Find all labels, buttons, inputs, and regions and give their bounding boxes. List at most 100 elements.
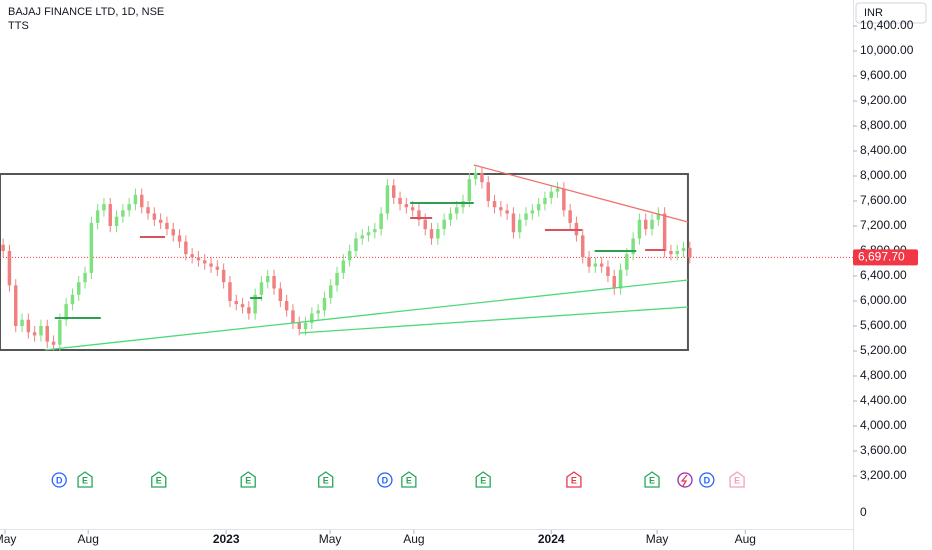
candle-body	[669, 251, 673, 255]
candle-body	[203, 260, 207, 264]
candle-body	[39, 326, 43, 336]
candle-body	[385, 185, 390, 214]
candle-body	[492, 201, 497, 208]
currency-box[interactable]	[855, 2, 927, 24]
trendline	[44, 279, 689, 351]
candle-body	[228, 282, 232, 301]
y-tick-label: 9,600.00	[860, 68, 907, 82]
candle-body	[354, 238, 358, 251]
candle-body	[347, 251, 352, 261]
candle-body	[102, 204, 106, 211]
candle-body	[303, 322, 308, 330]
event-badge[interactable]: D	[51, 472, 67, 488]
candle-body	[524, 213, 528, 220]
candle-body	[291, 310, 295, 323]
event-badge[interactable]: E	[240, 471, 256, 488]
event-badge-label: E	[406, 475, 412, 485]
candle-body	[77, 282, 81, 295]
event-badge-label: E	[480, 475, 486, 485]
event-badge[interactable]: E	[729, 471, 745, 488]
candle-body	[70, 294, 75, 305]
candle-body	[480, 172, 484, 183]
candle-body	[455, 207, 459, 214]
candle-body	[165, 222, 169, 230]
event-badge[interactable]: D	[377, 472, 393, 488]
candle-body	[7, 251, 12, 286]
event-badge-shape	[729, 471, 745, 488]
x-tick-label: Aug	[403, 532, 424, 546]
candle-body	[373, 229, 377, 233]
candle-body	[543, 197, 547, 205]
event-badge-shape	[240, 471, 256, 488]
y-tick-label: 8,800.00	[860, 118, 907, 132]
event-badge[interactable]: E	[318, 471, 334, 488]
candle-body	[171, 229, 175, 236]
y-tick-label: 8,400.00	[860, 143, 907, 157]
candle-body	[284, 301, 289, 311]
candle-body	[467, 179, 472, 201]
y-tick-label: 10,000.00	[860, 43, 914, 57]
trendline	[473, 164, 689, 223]
candle-body	[266, 276, 270, 283]
event-badge-shape	[51, 472, 67, 488]
event-badge-shape	[318, 471, 334, 488]
candle-body	[448, 213, 453, 220]
candle-body	[152, 213, 157, 220]
y-tick-label: 7,600.00	[860, 193, 907, 207]
candle-body	[234, 301, 238, 305]
event-badge[interactable]: D	[699, 472, 715, 488]
candle-body	[681, 247, 686, 251]
event-badge-label: E	[649, 475, 655, 485]
scale-zero-label: 0	[860, 505, 867, 519]
candle-body	[599, 263, 604, 267]
event-badge-label: E	[571, 475, 577, 485]
candle-body	[398, 197, 402, 205]
candle-body	[650, 219, 654, 230]
candle-body	[429, 229, 434, 239]
candle-body	[612, 276, 616, 289]
y-tick-label: 4,400.00	[860, 393, 907, 407]
event-badge-shape	[644, 471, 660, 488]
y-tick-label: 3,200.00	[860, 468, 907, 482]
candle-body	[114, 216, 119, 226]
candle-body	[221, 269, 226, 283]
x-tick-label: Aug	[78, 532, 99, 546]
event-badge-label: E	[734, 475, 740, 485]
event-badge[interactable]: E	[151, 471, 167, 488]
candle-body	[568, 210, 572, 223]
event-badge-shape	[475, 471, 491, 488]
candle-body	[146, 207, 150, 214]
event-badge[interactable]: E	[475, 471, 491, 488]
event-badge[interactable]: E	[566, 471, 582, 488]
candle-body	[511, 213, 516, 233]
y-tick-label: 6,000.00	[860, 293, 907, 307]
event-badge-label: E	[156, 475, 162, 485]
candle-body	[51, 341, 56, 345]
candle-body	[549, 191, 553, 198]
y-tick-label: 8,000.00	[860, 168, 907, 182]
candle-body	[278, 288, 283, 301]
x-tick-label: 2023	[213, 532, 240, 546]
indicator-name: TTS	[8, 20, 29, 32]
candle-body	[177, 235, 182, 242]
event-badge[interactable]: E	[644, 471, 660, 488]
y-tick-label: 10,400.00	[860, 18, 914, 32]
candle-body	[360, 235, 364, 239]
candle-body	[45, 326, 49, 342]
candle-body	[316, 310, 320, 314]
candle-body	[322, 297, 327, 311]
event-badge-label: D	[704, 475, 711, 485]
y-tick-label: 3,600.00	[860, 443, 907, 457]
candle-body	[379, 213, 383, 230]
event-badge[interactable]: E	[77, 471, 93, 488]
candle-body	[644, 219, 648, 230]
candle-body	[240, 304, 245, 308]
candle-body	[253, 294, 257, 314]
event-badge[interactable]: E	[401, 471, 417, 488]
candle-body	[536, 204, 541, 211]
y-tick-label: 4,000.00	[860, 418, 907, 432]
currency-label[interactable]: INR	[864, 7, 883, 19]
